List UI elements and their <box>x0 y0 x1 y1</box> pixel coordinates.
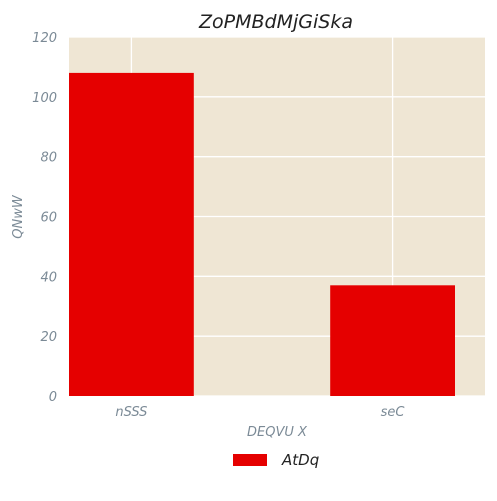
y-axis-ticks: 0 20 40 60 80 100 120 <box>32 31 57 405</box>
y-axis-label: QNwW <box>11 194 26 239</box>
x-axis-label: DEQVU X <box>247 425 308 440</box>
x-tick-label: seC <box>381 405 406 420</box>
y-tick-label: 20 <box>40 330 57 345</box>
legend-swatch <box>233 454 267 466</box>
y-tick-label: 80 <box>40 151 57 166</box>
y-tick-label: 40 <box>40 270 57 285</box>
x-axis-ticks: nSSS seC <box>115 405 405 420</box>
legend: AtDq <box>233 451 319 469</box>
y-tick-label: 60 <box>40 211 57 226</box>
legend-label: AtDq <box>281 451 319 469</box>
chart-title: ZoPMBdMjGiSka <box>198 11 353 33</box>
y-tick-label: 0 <box>49 390 57 405</box>
x-tick-label: nSSS <box>115 405 147 420</box>
y-tick-label: 100 <box>32 91 57 106</box>
bar-seC <box>330 285 455 396</box>
bars-group <box>69 72 455 397</box>
y-tick-label: 120 <box>32 31 57 46</box>
bar-nSSS <box>69 72 194 397</box>
